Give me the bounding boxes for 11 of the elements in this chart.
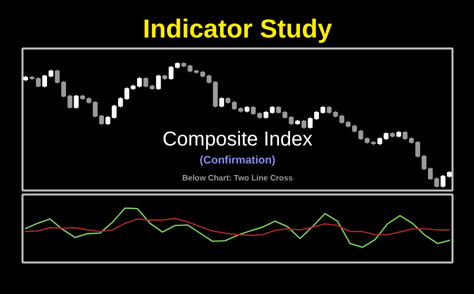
candlestick — [54, 69, 60, 84]
candlestick — [42, 74, 48, 88]
candlestick — [74, 94, 79, 110]
candlestick — [156, 74, 161, 90]
candlestick — [219, 96, 224, 108]
chart-title: Indicator Study — [142, 14, 333, 44]
annotation: Composite Index — [162, 128, 313, 150]
annotation: (Confirmation) — [200, 154, 276, 166]
candlestick — [434, 176, 440, 188]
annotation: Below Chart: Two Line Cross — [182, 174, 294, 182]
candlestick — [137, 76, 142, 88]
